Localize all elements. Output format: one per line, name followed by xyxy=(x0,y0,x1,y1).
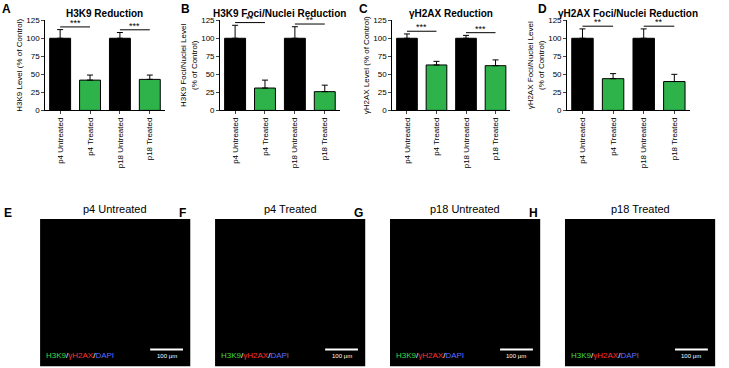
svg-text:25: 25 xyxy=(553,88,562,97)
svg-text:p4 Treated: p4 Treated xyxy=(86,118,95,156)
svg-text:p18 Untreated: p18 Untreated xyxy=(639,118,648,169)
svg-text:γH2AX Level (% of Control): γH2AX Level (% of Control) xyxy=(362,16,371,114)
svg-text:100: 100 xyxy=(201,34,215,43)
svg-text:p4 Treated: p4 Treated xyxy=(609,118,618,156)
svg-text:**: ** xyxy=(655,17,663,27)
svg-text:75: 75 xyxy=(378,52,387,61)
svg-text:p18 Untreated: p18 Untreated xyxy=(116,118,125,169)
svg-text:γH2AX Foci/Nuclei Level(% of C: γH2AX Foci/Nuclei Level(% of Control) xyxy=(527,21,546,109)
svg-text:p18 Treated: p18 Treated xyxy=(491,118,500,161)
svg-text:H3K9/γH2AX/DAPI: H3K9/γH2AX/DAPI xyxy=(571,351,639,360)
svg-text:p4 Treated: p4 Treated xyxy=(432,118,441,156)
svg-text:***: *** xyxy=(416,22,427,32)
svg-text:H3K9 Foci/Nuclei Reduction: H3K9 Foci/Nuclei Reduction xyxy=(213,8,346,19)
svg-text:H: H xyxy=(529,206,538,220)
svg-text:p18 Untreated: p18 Untreated xyxy=(462,118,471,169)
svg-text:p18 Treated: p18 Treated xyxy=(145,118,154,161)
svg-text:G: G xyxy=(354,206,363,220)
svg-text:p4 Untreated: p4 Untreated xyxy=(578,118,587,164)
svg-text:F: F xyxy=(179,206,186,220)
svg-text:75: 75 xyxy=(206,52,215,61)
svg-text:H3K9/γH2AX/DAPI: H3K9/γH2AX/DAPI xyxy=(221,351,289,360)
svg-text:p18 Untreated: p18 Untreated xyxy=(430,203,500,215)
svg-text:50: 50 xyxy=(553,70,562,79)
svg-text:A: A xyxy=(2,2,11,16)
svg-text:p4 Untreated: p4 Untreated xyxy=(83,203,147,215)
svg-text:H3K9 Level (% of Control): H3K9 Level (% of Control) xyxy=(15,19,24,112)
svg-text:50: 50 xyxy=(31,70,40,79)
svg-text:p18 Untreated: p18 Untreated xyxy=(290,118,299,169)
svg-text:p4 Treated: p4 Treated xyxy=(261,118,270,156)
svg-text:50: 50 xyxy=(206,70,215,79)
svg-text:100 µm: 100 µm xyxy=(681,353,701,359)
svg-text:0: 0 xyxy=(382,106,387,115)
svg-text:100 µm: 100 µm xyxy=(506,353,526,359)
svg-text:p4 Treated: p4 Treated xyxy=(264,203,317,215)
svg-text:25: 25 xyxy=(31,88,40,97)
svg-text:50: 50 xyxy=(378,70,387,79)
svg-text:25: 25 xyxy=(206,88,215,97)
svg-text:0: 0 xyxy=(210,106,215,115)
svg-text:***: *** xyxy=(475,24,486,34)
svg-text:***: *** xyxy=(129,21,140,31)
svg-text:γH2AX Foci/Nuclei Reduction: γH2AX Foci/Nuclei Reduction xyxy=(558,8,698,19)
svg-text:p18 Treated: p18 Treated xyxy=(670,118,679,161)
svg-text:25: 25 xyxy=(378,88,387,97)
svg-text:p4 Untreated: p4 Untreated xyxy=(56,118,65,164)
svg-text:75: 75 xyxy=(553,52,562,61)
svg-text:100: 100 xyxy=(373,34,387,43)
svg-text:0: 0 xyxy=(35,106,40,115)
svg-text:p4 Untreated: p4 Untreated xyxy=(231,118,240,164)
svg-text:100 µm: 100 µm xyxy=(332,353,352,359)
svg-text:H3K9 Reduction: H3K9 Reduction xyxy=(66,8,143,19)
svg-text:**: ** xyxy=(246,14,254,24)
svg-text:B: B xyxy=(181,2,190,16)
svg-text:125: 125 xyxy=(201,16,215,25)
svg-text:125: 125 xyxy=(26,16,40,25)
svg-text:125: 125 xyxy=(373,16,387,25)
svg-text:p4 Untreated: p4 Untreated xyxy=(403,118,412,164)
svg-text:H3K9/γH2AX/DAPI: H3K9/γH2AX/DAPI xyxy=(46,351,114,360)
svg-text:**: ** xyxy=(306,15,314,25)
svg-text:75: 75 xyxy=(31,52,40,61)
svg-text:0: 0 xyxy=(557,106,562,115)
svg-text:p18 Treated: p18 Treated xyxy=(320,118,329,161)
svg-text:125: 125 xyxy=(548,16,562,25)
svg-text:p18 Treated: p18 Treated xyxy=(611,203,670,215)
svg-text:D: D xyxy=(538,2,547,16)
svg-text:H3K9/γH2AX/DAPI: H3K9/γH2AX/DAPI xyxy=(396,351,464,360)
svg-text:100: 100 xyxy=(26,34,40,43)
svg-text:100: 100 xyxy=(548,34,562,43)
svg-text:γH2AX Reduction: γH2AX Reduction xyxy=(409,8,493,19)
svg-text:H3K9 Foci/Nuclei Level(% of Co: H3K9 Foci/Nuclei Level(% of Control) xyxy=(179,24,198,107)
svg-text:***: *** xyxy=(70,18,81,28)
svg-text:E: E xyxy=(4,206,12,220)
svg-text:C: C xyxy=(359,2,368,16)
svg-text:**: ** xyxy=(594,17,602,27)
svg-text:100 µm: 100 µm xyxy=(157,353,177,359)
